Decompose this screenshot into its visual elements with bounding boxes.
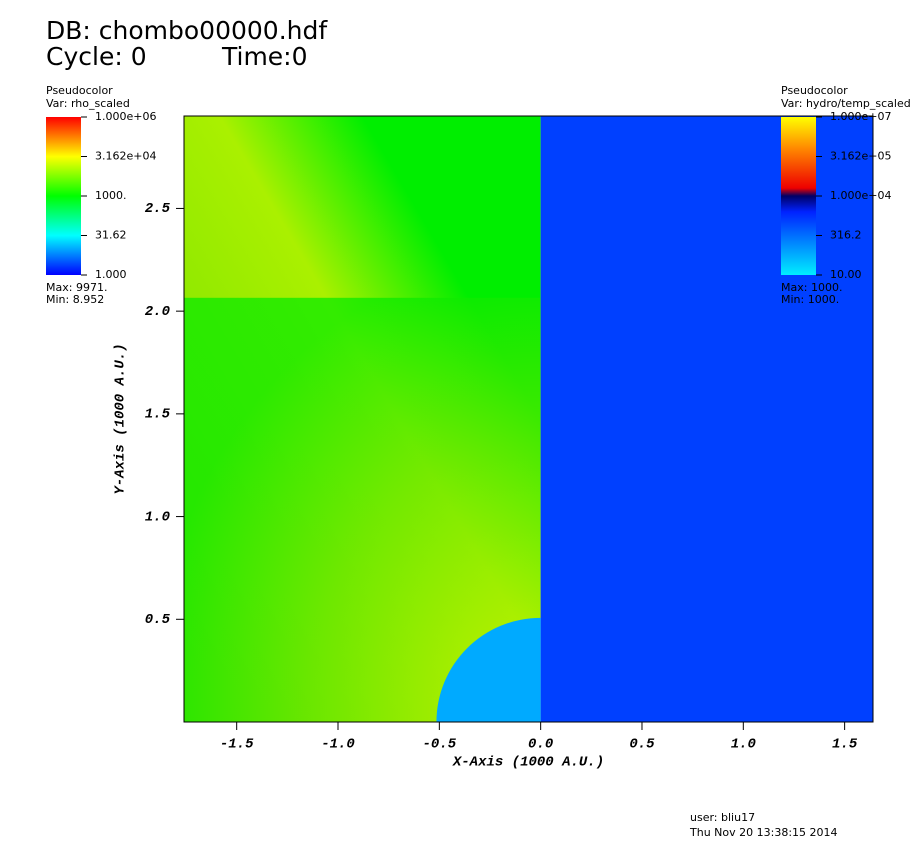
x-tick-label: 1.0 <box>731 737 756 753</box>
user: user: bliu17 <box>690 811 755 824</box>
colorbar-label: 3.162e+05 <box>830 150 891 163</box>
x-tick-label: -0.5 <box>423 737 457 753</box>
y-tick-label: 2.5 <box>145 201 171 217</box>
colorbar-label: 1.000 <box>95 268 127 281</box>
legend-plot: Pseudocolor <box>781 84 848 97</box>
colorbar-label: 31.62 <box>95 229 127 242</box>
x-tick-label: -1.0 <box>321 737 355 753</box>
legend-plot: Pseudocolor <box>46 84 113 97</box>
colorbar-label: 3.162e+04 <box>95 150 156 163</box>
legend-max: Max: 1000. <box>781 281 842 294</box>
temperature-field <box>540 116 873 722</box>
plot-frame <box>183 115 874 723</box>
cycle: Cycle: 0 <box>46 42 147 71</box>
y-axis-title: Y-Axis (1000 A.U.) <box>113 343 129 494</box>
colorbar-label: 1000. <box>95 189 127 202</box>
legend-var: Var: hydro/temp_scaled <box>781 97 911 110</box>
legend-min: Min: 8.952 <box>46 293 104 306</box>
x-tick-label: 0.0 <box>528 737 553 753</box>
colorbar <box>46 117 81 275</box>
legend-min: Min: 1000. <box>781 293 839 306</box>
legend-max: Max: 9971. <box>46 281 107 294</box>
x-axis-title: X-Axis (1000 A.U.) <box>452 755 604 771</box>
colorbar-label: 1.000e+04 <box>830 189 891 202</box>
y-tick-label: 1.5 <box>145 407 171 423</box>
x-tick-label: -1.5 <box>220 737 254 753</box>
date: Thu Nov 20 13:38:15 2014 <box>689 826 838 839</box>
legend-var: Var: rho_scaled <box>46 97 130 110</box>
colorbar-label: 10.00 <box>830 268 862 281</box>
colorbar-label: 1.000e+06 <box>95 110 156 123</box>
x-tick-label: 0.5 <box>629 737 655 753</box>
y-tick-label: 2.0 <box>145 304 170 320</box>
db-title: DB: chombo00000.hdf <box>46 16 328 45</box>
cloud-region <box>436 617 541 722</box>
colorbar <box>781 117 816 275</box>
y-tick-label: 1.0 <box>145 509 170 525</box>
x-tick-label: 1.5 <box>832 737 858 753</box>
y-tick-label: 0.5 <box>145 612 171 628</box>
colorbar-label: 1.000e+07 <box>830 110 891 123</box>
time: Time:0 <box>221 42 308 71</box>
colorbar-label: 316.2 <box>830 229 862 242</box>
